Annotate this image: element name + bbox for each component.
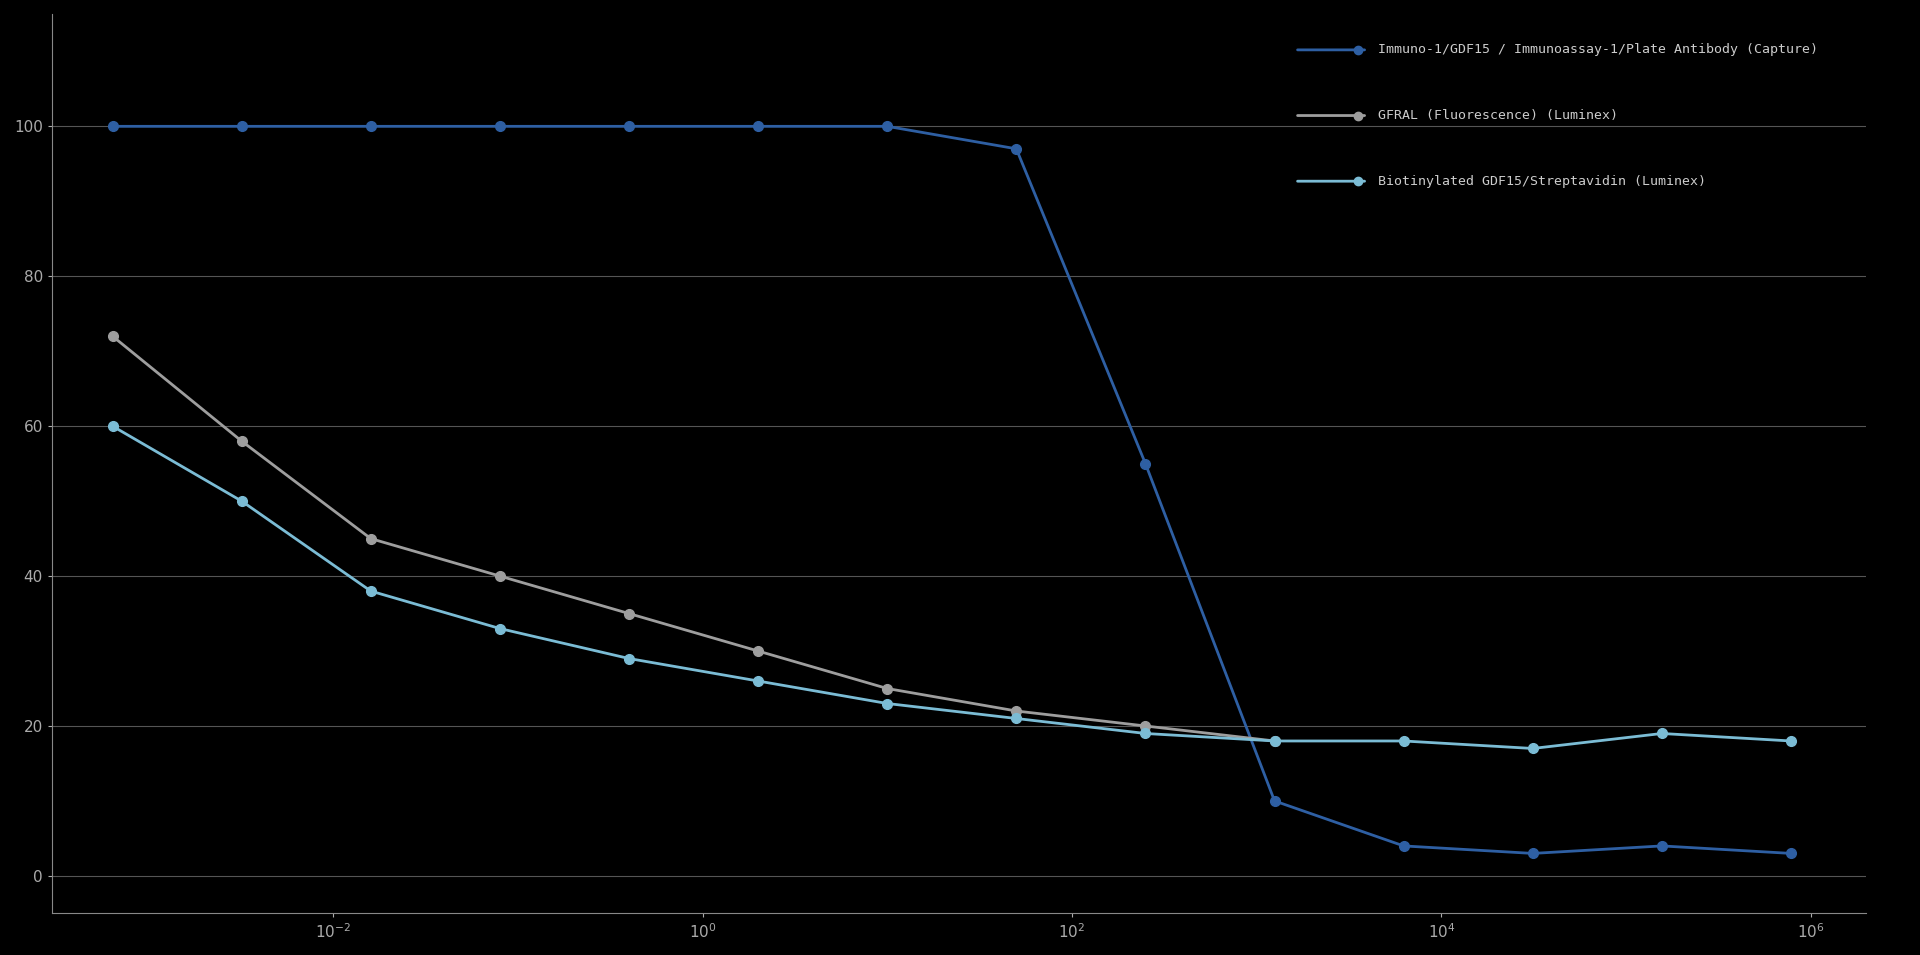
GFRAL (Fluorescence) (Luminex) [359, 533, 382, 544]
GFRAL (Fluorescence) (Luminex) [876, 683, 899, 694]
Immuno-1/GDF15 / Immunoassay-1/Plate Antibody (Capture) [618, 120, 641, 132]
Immuno-1/GDF15 / Immunoassay-1/Plate Antibody (Capture) [488, 120, 511, 132]
GFRAL (Fluorescence) (Luminex) [747, 646, 770, 657]
Immuno-1/GDF15 / Immunoassay-1/Plate Antibody (Capture) [1263, 796, 1286, 807]
GFRAL (Fluorescence) (Luminex) [230, 435, 253, 447]
Immuno-1/GDF15 / Immunoassay-1/Plate Antibody (Capture) [747, 120, 770, 132]
Immuno-1/GDF15 / Immunoassay-1/Plate Antibody (Capture) [1780, 848, 1803, 860]
Biotinylated GDF15/Streptavidin (Luminex) [1263, 735, 1286, 747]
GFRAL (Fluorescence) (Luminex) [1135, 720, 1158, 732]
Text: Immuno-1/GDF15 / Immunoassay-1/Plate Antibody (Capture): Immuno-1/GDF15 / Immunoassay-1/Plate Ant… [1379, 43, 1818, 56]
Biotinylated GDF15/Streptavidin (Luminex) [1521, 743, 1544, 754]
Text: Biotinylated GDF15/Streptavidin (Luminex): Biotinylated GDF15/Streptavidin (Luminex… [1379, 175, 1707, 188]
Biotinylated GDF15/Streptavidin (Luminex) [1004, 712, 1027, 724]
Immuno-1/GDF15 / Immunoassay-1/Plate Antibody (Capture) [1135, 457, 1158, 469]
Immuno-1/GDF15 / Immunoassay-1/Plate Antibody (Capture) [359, 120, 382, 132]
Biotinylated GDF15/Streptavidin (Luminex) [1392, 735, 1415, 747]
Biotinylated GDF15/Streptavidin (Luminex) [618, 653, 641, 665]
Text: GFRAL (Fluorescence) (Luminex): GFRAL (Fluorescence) (Luminex) [1379, 109, 1619, 122]
Immuno-1/GDF15 / Immunoassay-1/Plate Antibody (Capture) [1521, 848, 1544, 860]
Biotinylated GDF15/Streptavidin (Luminex) [230, 496, 253, 507]
Biotinylated GDF15/Streptavidin (Luminex) [102, 420, 125, 432]
Biotinylated GDF15/Streptavidin (Luminex) [747, 675, 770, 687]
Biotinylated GDF15/Streptavidin (Luminex) [488, 623, 511, 634]
GFRAL (Fluorescence) (Luminex) [1004, 705, 1027, 716]
Biotinylated GDF15/Streptavidin (Luminex) [876, 698, 899, 710]
Line: Immuno-1/GDF15 / Immunoassay-1/Plate Antibody (Capture): Immuno-1/GDF15 / Immunoassay-1/Plate Ant… [108, 121, 1795, 859]
GFRAL (Fluorescence) (Luminex) [102, 330, 125, 342]
Immuno-1/GDF15 / Immunoassay-1/Plate Antibody (Capture) [230, 120, 253, 132]
Immuno-1/GDF15 / Immunoassay-1/Plate Antibody (Capture) [1392, 840, 1415, 852]
Line: GFRAL (Fluorescence) (Luminex): GFRAL (Fluorescence) (Luminex) [108, 331, 1279, 746]
GFRAL (Fluorescence) (Luminex) [618, 607, 641, 619]
Line: Biotinylated GDF15/Streptavidin (Luminex): Biotinylated GDF15/Streptavidin (Luminex… [108, 421, 1795, 753]
Biotinylated GDF15/Streptavidin (Luminex) [1135, 728, 1158, 739]
GFRAL (Fluorescence) (Luminex) [1263, 735, 1286, 747]
Biotinylated GDF15/Streptavidin (Luminex) [1780, 735, 1803, 747]
Immuno-1/GDF15 / Immunoassay-1/Plate Antibody (Capture) [1004, 143, 1027, 155]
Immuno-1/GDF15 / Immunoassay-1/Plate Antibody (Capture) [1651, 840, 1674, 852]
GFRAL (Fluorescence) (Luminex) [488, 570, 511, 582]
Immuno-1/GDF15 / Immunoassay-1/Plate Antibody (Capture) [876, 120, 899, 132]
Immuno-1/GDF15 / Immunoassay-1/Plate Antibody (Capture) [102, 120, 125, 132]
Biotinylated GDF15/Streptavidin (Luminex) [1651, 728, 1674, 739]
Biotinylated GDF15/Streptavidin (Luminex) [359, 585, 382, 597]
